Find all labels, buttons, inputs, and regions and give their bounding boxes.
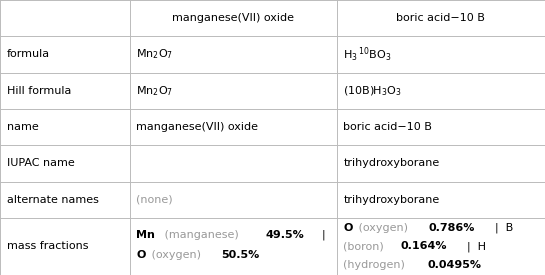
- Text: 0.164%: 0.164%: [401, 241, 447, 251]
- Text: boric acid−10 B: boric acid−10 B: [396, 13, 486, 23]
- Text: Hill formula: Hill formula: [7, 86, 71, 96]
- Text: O: O: [136, 250, 146, 260]
- Text: |  H: | H: [461, 241, 487, 252]
- Text: (none): (none): [136, 195, 173, 205]
- Text: (boron): (boron): [343, 241, 387, 251]
- Text: manganese(VII) oxide: manganese(VII) oxide: [136, 122, 258, 132]
- Text: manganese(VII) oxide: manganese(VII) oxide: [172, 13, 294, 23]
- Text: Mn$_2$O$_7$: Mn$_2$O$_7$: [136, 84, 173, 98]
- Text: 0.786%: 0.786%: [428, 223, 475, 233]
- Text: boric acid−10 B: boric acid−10 B: [343, 122, 432, 132]
- Text: 0.0495%: 0.0495%: [428, 260, 482, 270]
- Text: IUPAC name: IUPAC name: [7, 158, 74, 168]
- Text: (oxygen): (oxygen): [355, 223, 412, 233]
- Text: Mn: Mn: [136, 230, 155, 240]
- Text: (oxygen): (oxygen): [148, 250, 205, 260]
- Text: 50.5%: 50.5%: [221, 250, 259, 260]
- Text: |: |: [316, 230, 326, 240]
- Text: (10B)H$_3$O$_3$: (10B)H$_3$O$_3$: [343, 84, 402, 98]
- Text: 49.5%: 49.5%: [265, 230, 304, 240]
- Text: H$_3\,{}^{10}$BO$_3$: H$_3\,{}^{10}$BO$_3$: [343, 45, 392, 64]
- Text: Mn$_2$O$_7$: Mn$_2$O$_7$: [136, 48, 173, 61]
- Text: formula: formula: [7, 50, 50, 59]
- Text: trihydroxyborane: trihydroxyborane: [343, 195, 440, 205]
- Text: |  B: | B: [488, 223, 513, 233]
- Text: mass fractions: mass fractions: [7, 241, 88, 251]
- Text: (manganese): (manganese): [161, 230, 242, 240]
- Text: (hydrogen): (hydrogen): [343, 260, 409, 270]
- Text: name: name: [7, 122, 38, 132]
- Text: trihydroxyborane: trihydroxyborane: [343, 158, 440, 168]
- Text: O: O: [343, 223, 353, 233]
- Text: alternate names: alternate names: [7, 195, 99, 205]
